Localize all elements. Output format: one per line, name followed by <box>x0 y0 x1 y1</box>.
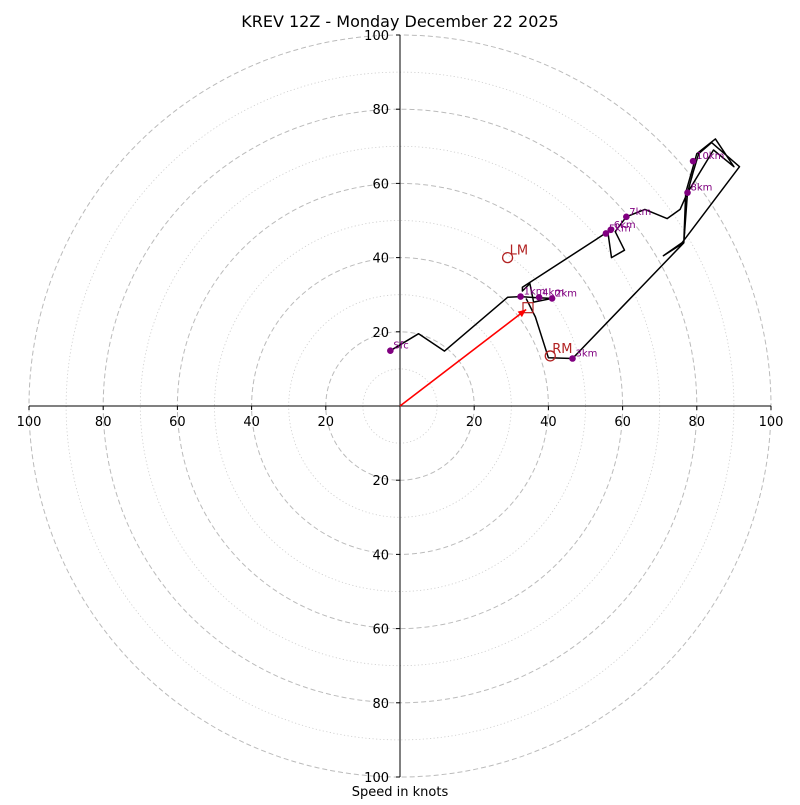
x-tick-label: 60 <box>614 415 631 430</box>
height-point-6km <box>607 226 615 234</box>
y-tick-label: 60 <box>372 177 389 192</box>
height-point-10km <box>689 157 697 165</box>
x-tick-label: 100 <box>759 415 784 430</box>
y-tick-label: 100 <box>364 771 389 786</box>
x-tick-label: 20 <box>466 415 483 430</box>
y-tick-label: 20 <box>372 326 389 341</box>
height-label-10km: 10km <box>696 151 724 162</box>
chart-title: KREV 12Z - Monday December 22 2025 <box>241 12 558 31</box>
mean-wind-arrowhead <box>517 309 527 318</box>
height-point-sfc <box>387 347 394 355</box>
height-label-7km: 7km <box>629 207 651 218</box>
x-tick-label: 100 <box>17 415 42 430</box>
y-tick-label: 40 <box>372 252 389 267</box>
height-label-2km: 2km <box>555 288 577 299</box>
x-tick-label: 40 <box>243 415 260 430</box>
height-label-3km: 3km <box>576 349 598 360</box>
y-tick-label: 60 <box>372 623 389 638</box>
y-tick-label: 20 <box>372 474 389 489</box>
x-tick-label: 80 <box>689 415 706 430</box>
axis-tick-labels: 100 80 60 40 20 20 40 60 80 100 20 20 40 40 60 60 80 80 10… <box>17 29 784 786</box>
storm-motion-lm-label: LM <box>510 244 528 259</box>
mean-wind-arrow-group <box>399 302 534 407</box>
height-label-4km: 4km <box>542 287 564 298</box>
x-tick-label: 40 <box>540 415 557 430</box>
x-axis-label: Speed in knots <box>352 785 449 800</box>
height-point-5km <box>602 230 610 237</box>
storm-motion-rm-label: RM <box>552 342 572 357</box>
y-tick-label: 40 <box>372 548 389 563</box>
storm-motion-group: LM RM <box>501 244 573 362</box>
mean-wind-arrow <box>399 308 527 407</box>
storm-motion-lm-marker <box>501 251 514 264</box>
hodograph-trace-group <box>390 138 741 360</box>
height-point-7km <box>623 213 630 221</box>
height-label-8km: 8km <box>691 183 713 194</box>
height-point-2km <box>548 295 556 302</box>
height-point-1km <box>517 293 524 300</box>
height-label-sfc: Sfc <box>393 341 408 352</box>
x-tick-label: 20 <box>318 415 335 430</box>
mean-wind-marker <box>522 302 534 314</box>
hodograph-trace <box>390 138 741 360</box>
y-tick-label: 80 <box>372 697 389 712</box>
height-point-3km <box>569 355 576 362</box>
height-point-4km <box>535 293 543 301</box>
height-label-6km: 6km <box>614 220 636 231</box>
height-label-5km: 5km <box>609 223 631 234</box>
height-point-8km <box>684 189 691 196</box>
x-tick-label: 80 <box>95 415 112 430</box>
height-label-1km: 1km <box>524 287 546 298</box>
x-tick-label: 60 <box>169 415 186 430</box>
y-tick-label: 80 <box>372 103 389 118</box>
storm-motion-rm-marker <box>544 350 556 362</box>
y-tick-label: 100 <box>364 29 389 44</box>
